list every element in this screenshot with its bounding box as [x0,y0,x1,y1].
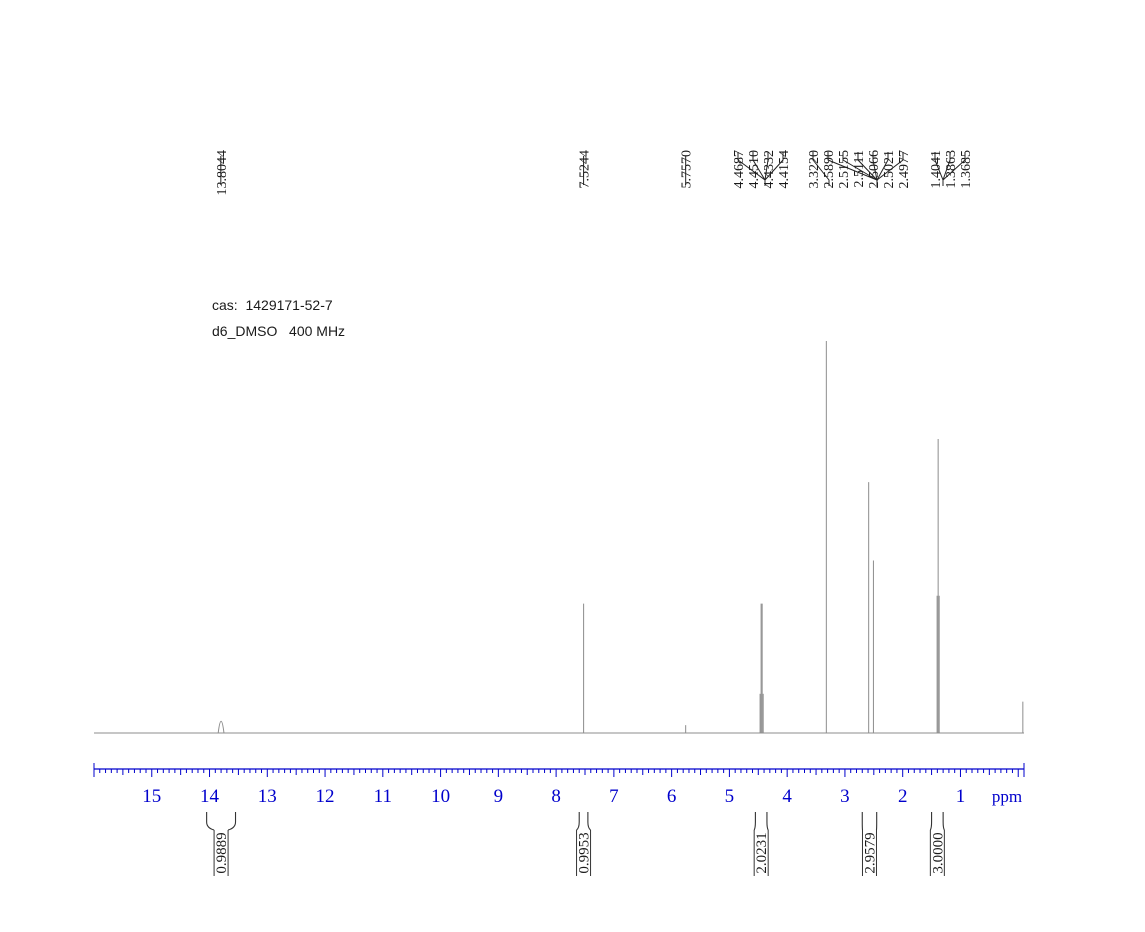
x-tick-label: 4 [782,786,792,807]
peak-marker [876,152,904,186]
x-tick-label: 1 [956,786,966,807]
peak-label: 4.4154 [777,150,792,189]
peak-label: 1.3685 [959,150,974,189]
peak-marker [812,152,830,186]
peak-label: 2.5111 [852,150,867,187]
x-tick-label: 8 [551,786,561,807]
integral-value: 2.9579 [862,832,878,873]
integral-bracket [861,812,878,876]
x-tick-label: 14 [200,786,220,807]
sample-info: cas: 1429171-52-7 d6_DMSO 400 MHz [212,292,345,344]
peak-marker [942,152,966,186]
peak-label: 5.7570 [680,150,695,189]
peak-label: 1.3863 [944,150,959,189]
x-tick-label: 9 [494,786,504,807]
peak-label: 3.3220 [807,150,822,189]
x-tick-label: 13 [258,786,277,807]
peak-label: 2.4977 [897,150,912,189]
peak-label: 1.4041 [929,150,944,189]
integral-value: 0.9953 [577,832,593,873]
peak-label: 2.5021 [882,150,897,189]
integral-value: 2.0231 [754,832,770,873]
x-tick-label: 11 [374,786,392,807]
x-tick-label: 2 [898,786,908,807]
peak-marker [764,152,784,186]
peak-label: 4.4687 [732,150,747,189]
peak-label: 2.5890 [822,150,837,189]
spectrum-peak [217,720,225,734]
integral-curve [576,812,591,831]
integral-bracket [753,812,769,876]
integral-bracket [206,812,237,876]
x-tick-label: 12 [316,786,335,807]
integral-curve [929,812,945,831]
x-tick-label: 7 [609,786,619,807]
integral-curve [206,812,237,831]
x-tick-label: 6 [667,786,677,807]
integral-bracket [929,812,945,876]
peak-label: 2.5155 [837,150,852,189]
x-tick-label: 5 [725,786,735,807]
integral-bracket [576,812,592,876]
solvent-frequency-label: d6_DMSO 400 MHz [212,323,346,339]
integral-curve [753,812,769,831]
x-axis-unit-label: ppm [992,787,1022,806]
peak-label: 4.4510 [747,150,762,189]
cas-label: cas: 1429171-52-7 [212,297,333,313]
peak-label: 7.5244 [578,150,593,189]
x-tick-label: 10 [431,786,450,807]
integral-value: 3.0000 [930,832,946,873]
x-tick-label: 3 [840,786,850,807]
integral-curve [861,812,878,831]
x-tick-label: 15 [142,786,161,807]
peak-label: 13.8044 [215,150,230,196]
integral-value: 0.9889 [214,832,230,873]
